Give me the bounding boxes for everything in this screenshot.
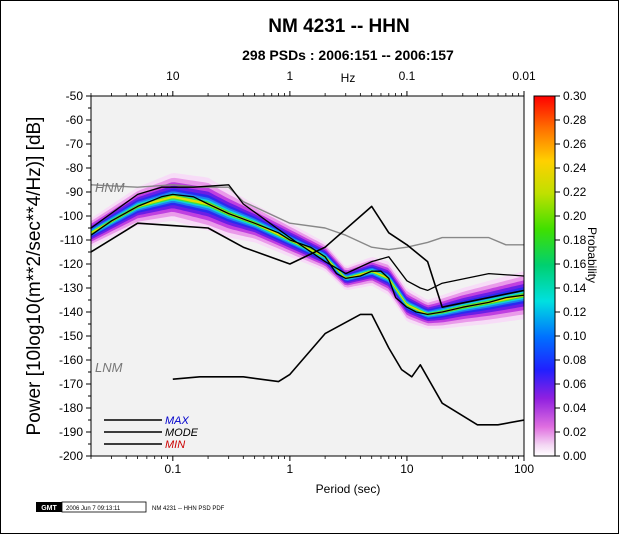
colorbar-tick-label: 0.26: [563, 137, 587, 151]
footer-caption: NM 4231 -- HHN PSD PDF: [152, 506, 225, 512]
gmt-logo-text: GMT: [41, 505, 57, 512]
top-tick-label: 0.01: [512, 69, 536, 83]
chart-title: NM 4231 -- HHN: [268, 16, 409, 37]
top-tick-label: 10: [166, 69, 180, 83]
x-tick-label: 1: [287, 462, 294, 476]
colorbar-tick-label: 0.22: [563, 185, 587, 199]
colorbar-label: Probability: [585, 227, 599, 283]
colorbar-tick-label: 0.30: [563, 89, 587, 103]
colorbar-tick-label: 0.24: [563, 161, 587, 175]
colorbar-tick-label: 0.06: [563, 377, 587, 391]
y-tick-label: -190: [59, 425, 83, 439]
colorbar-tick-label: 0.14: [563, 281, 587, 295]
y-tick-label: -90: [66, 185, 84, 199]
colorbar: [533, 95, 556, 457]
y-tick-label: -70: [66, 137, 84, 151]
colorbar-tick-label: 0.12: [563, 305, 587, 319]
colorbar-tick-label: 0.16: [563, 257, 587, 271]
colorbar-ticks: 0.00 0.02 0.04 0.06 0.08 0.10 0.12 0.14 0.16 0.18…: [555, 89, 587, 463]
timestamp-box: [61, 501, 147, 513]
y-tick-label: -120: [59, 257, 83, 271]
y-tick-label: -200: [59, 449, 83, 463]
colorbar-tick-label: 0.10: [563, 329, 587, 343]
x-tick-label: 10: [400, 462, 414, 476]
legend-min-label: MIN: [165, 439, 185, 451]
y-tick-label: -140: [59, 305, 83, 319]
y-tick-label: -170: [59, 377, 83, 391]
colorbar-tick-label: 0.02: [563, 425, 587, 439]
y-axis-label: Power [10log10(m**2/sec**4/Hz)] [dB]: [24, 117, 45, 436]
chart-subtitle: 298 PSDs : 2006:151 -- 2006:157: [242, 47, 454, 63]
footer-timestamp: 2006 Jun 7 09:13:11: [66, 506, 121, 512]
y-tick-label: -130: [59, 281, 83, 295]
max-curve: [91, 184, 524, 292]
min-curve: [91, 205, 524, 308]
low-noise-model-line: [172, 313, 524, 426]
x-axis-label: Period (sec): [316, 482, 381, 496]
gmt-logo: [36, 502, 62, 512]
curve-layer: [91, 184, 524, 426]
lnm-label: LNM: [95, 360, 123, 375]
y-tick-label: -180: [59, 401, 83, 415]
y-tick-label: -150: [59, 329, 83, 343]
y-tick-label: -110: [60, 233, 83, 247]
y-tick-label: -80: [66, 161, 84, 175]
top-axis-label: Hz: [341, 71, 356, 85]
colorbar-tick-label: 0.28: [563, 113, 587, 127]
legend: MAX MODE MIN: [104, 415, 199, 451]
legend-mode-label: MODE: [165, 427, 199, 439]
top-tick-label: 0.1: [399, 69, 416, 83]
colorbar-tick-label: 0.18: [563, 233, 587, 247]
y-tick-label: -50: [66, 89, 84, 103]
high-noise-model-line: [91, 184, 524, 251]
colorbar-tick-label: 0.04: [563, 401, 587, 415]
plot-area: [91, 96, 524, 456]
mode-curve: [91, 193, 524, 316]
colorbar-tick-label: 0.00: [563, 449, 587, 463]
legend-max-label: MAX: [165, 415, 190, 427]
x-tick-label: 100: [514, 462, 534, 476]
hnm-label: HNM: [95, 180, 125, 195]
y-tick-label: -160: [59, 353, 83, 367]
top-tick-label: 1: [287, 69, 294, 83]
y-tick-label: -60: [66, 113, 84, 127]
footer: GMT 2006 Jun 7 09:13:11 NM 4231 -- HHN P…: [36, 501, 225, 513]
colorbar-tick-label: 0.20: [563, 209, 587, 223]
x-tick-label: 0.1: [164, 462, 181, 476]
y-tick-label: -100: [59, 209, 83, 223]
colorbar-tick-label: 0.08: [563, 353, 587, 367]
axes-layer: -50 -60 -70 -80 -90 -100 -110 -120 -130 -140 -150 -…: [59, 69, 536, 476]
